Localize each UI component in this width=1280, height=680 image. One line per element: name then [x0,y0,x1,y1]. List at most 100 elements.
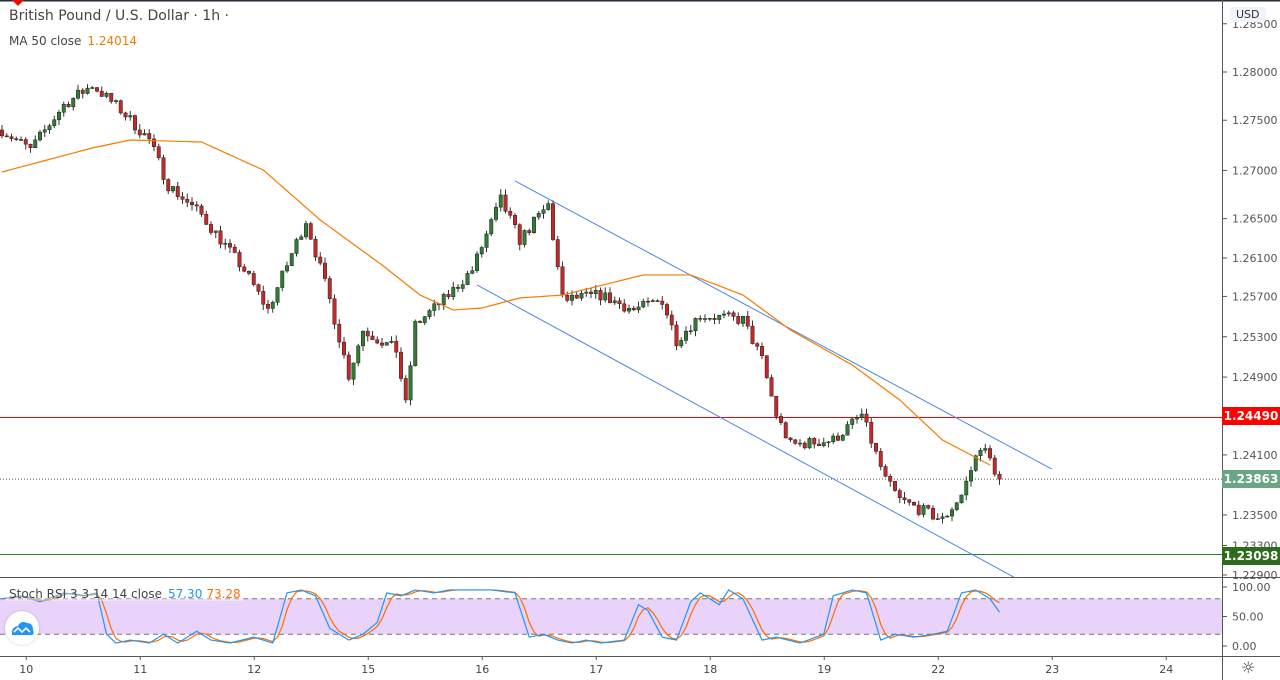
candle [114,99,118,104]
candle-body [821,442,826,447]
candle [156,143,161,161]
candle-body [441,294,446,306]
candle-body [646,300,650,303]
resistance-price-tag: 1.24490 [1222,407,1280,425]
candle [446,289,451,300]
time-tick-label: 15 [361,663,375,676]
time-tick-label: 18 [703,663,717,676]
candle [731,310,736,321]
candle-body [688,330,693,333]
candle [888,474,893,487]
candle-body [351,362,356,380]
candle-body [617,300,622,305]
candle [788,437,793,443]
channel-lower-line[interactable] [476,284,1014,578]
candle [522,229,527,248]
candle-body [926,505,931,509]
candle-body [570,294,574,301]
time-axis[interactable]: 10 11 12 15 16 17 18 19 22 23 24 [19,656,1173,676]
candle [622,299,627,313]
candle [270,300,275,313]
candle [641,298,646,309]
candle-body [66,104,71,108]
candle-body [327,278,332,300]
candle-body [460,284,465,289]
candle-body [826,441,831,443]
candle-body [954,502,959,510]
candle [760,342,764,360]
candle [28,143,33,153]
candle-body [522,230,527,245]
candle [826,441,831,448]
candle [232,244,237,254]
price-axis[interactable]: 1.285001.280001.275001.270001.265001.261… [1222,18,1278,582]
candle-body [660,300,665,305]
candle [61,101,66,117]
candle [380,338,384,348]
candle-body [698,318,703,320]
candle-body [299,236,304,240]
candle [950,507,954,522]
candle-body [251,273,256,285]
candle [209,221,213,235]
candle-body [413,321,418,366]
stoch-k-line [1,589,1000,644]
candle [9,133,14,142]
candle-body [285,265,289,272]
candle [484,230,489,253]
tradingview-logo[interactable] [5,611,39,645]
candle-body [579,292,584,299]
candle [726,310,731,317]
candle-body [503,194,508,212]
candle [479,246,484,258]
currency-badge[interactable]: USD [1230,7,1266,22]
candle-body [470,270,475,274]
candle-body [574,294,579,299]
candle [47,123,52,134]
stoch-legend[interactable]: Stoch RSI 3 3 14 14 close 57.30 73.28 [6,587,244,601]
candle-body [912,502,916,506]
candle [90,85,95,90]
candle [361,330,365,352]
candle [850,416,855,429]
candle [99,86,104,97]
candle-body [180,196,185,200]
time-tick-label: 22 [931,663,945,676]
candle [774,395,779,420]
candle [38,129,42,142]
candle [821,437,826,448]
candle-body [774,395,779,417]
candle [798,439,802,447]
candle-body [432,303,437,311]
candle [555,235,560,270]
candle [608,287,612,304]
candle-body [199,205,204,215]
candle-body [38,131,42,141]
candle-body [850,418,855,425]
candle [969,466,973,487]
candle [940,512,945,524]
candle-body [427,310,432,317]
candle [356,343,361,367]
candle [408,361,413,406]
candle [152,134,156,152]
candle-body [736,316,741,324]
ma-legend[interactable]: MA 50 close 1.24014 [9,34,137,48]
candle [76,84,80,100]
candle-body [598,290,603,301]
candle-body [270,302,275,309]
candle [712,313,717,324]
candle-body [142,133,147,136]
candle-body [232,246,237,253]
candle-body [342,341,346,356]
candle-body [266,303,270,309]
candle-body [760,346,764,356]
candle [921,503,926,518]
candle [199,203,204,218]
candle [171,186,175,194]
settings-gear-icon[interactable]: ☼ [1241,658,1256,677]
candle-body [494,206,498,220]
candle-body [636,306,641,311]
candle-body [893,481,897,491]
